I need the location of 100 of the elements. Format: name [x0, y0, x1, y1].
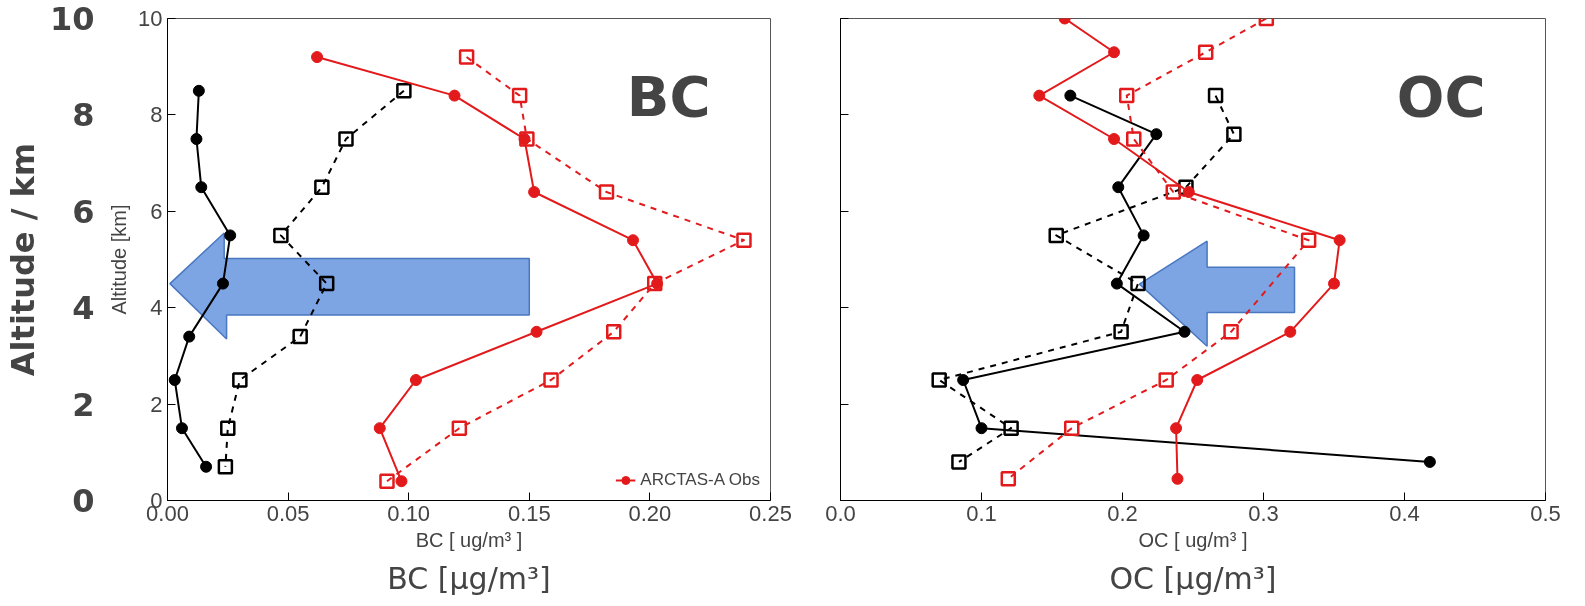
point	[1223, 324, 1239, 340]
x-tick-label: 0.4	[1389, 500, 1420, 526]
point	[200, 460, 213, 473]
point	[1000, 471, 1017, 487]
point	[1150, 128, 1163, 141]
point	[1423, 455, 1436, 468]
y2-axis-title: Altitude / km	[3, 142, 42, 377]
point	[448, 89, 461, 102]
point	[395, 475, 408, 488]
x-tick-label: 0.3	[1248, 500, 1279, 526]
point	[217, 459, 234, 475]
y-tick-label: 6	[150, 198, 163, 224]
legend-label: ARCTAS-A Obs	[640, 470, 760, 490]
point	[1063, 420, 1080, 436]
point	[190, 133, 203, 145]
point	[1178, 325, 1191, 338]
point	[975, 422, 988, 435]
point	[1191, 374, 1204, 386]
point	[311, 51, 324, 64]
point	[458, 49, 475, 65]
point	[1158, 372, 1174, 388]
point	[1130, 275, 1146, 292]
point	[1033, 89, 1046, 102]
point	[1048, 227, 1064, 244]
point	[168, 374, 181, 386]
y2-tick-label: 4	[72, 289, 95, 328]
point	[409, 374, 422, 386]
point	[1137, 229, 1150, 242]
point	[1182, 186, 1195, 199]
point	[451, 420, 468, 436]
point	[175, 422, 188, 435]
point	[216, 277, 229, 290]
point	[195, 181, 208, 194]
x-axis-title: OC [ ug/m³ ]	[1138, 528, 1248, 551]
point	[183, 330, 196, 343]
x-axis-title: BC [ ug/m³ ]	[415, 528, 523, 551]
y2-tick-label: 2	[72, 385, 95, 424]
point	[1284, 325, 1297, 338]
point	[1171, 472, 1184, 485]
point	[1126, 131, 1142, 147]
point	[1003, 420, 1019, 436]
point	[292, 328, 308, 345]
x-tick-label: 0.10	[387, 500, 431, 526]
point	[736, 232, 752, 248]
point	[1108, 133, 1121, 145]
point	[1300, 232, 1317, 248]
point	[1328, 277, 1340, 290]
point	[1333, 234, 1346, 247]
point	[627, 234, 640, 247]
x-tick-label: 0.05	[266, 500, 310, 526]
point	[314, 179, 330, 195]
point	[273, 227, 289, 244]
y2-tick-label: 8	[72, 96, 95, 135]
point	[192, 84, 205, 97]
y2-tick-label: 10	[49, 0, 95, 38]
point	[338, 131, 354, 147]
point	[373, 422, 386, 435]
point	[957, 374, 970, 386]
point	[1108, 46, 1121, 59]
x-tick-label: 0.15	[507, 500, 551, 526]
y-tick-label: 8	[150, 102, 163, 128]
x-tick-label: 0.2	[1107, 500, 1138, 526]
point	[1064, 89, 1077, 102]
point	[1170, 422, 1183, 435]
point	[1207, 87, 1224, 104]
point	[530, 325, 543, 338]
point	[379, 473, 395, 489]
point	[396, 83, 412, 99]
point	[224, 229, 237, 242]
x-tick-label: 0.5	[1530, 500, 1561, 526]
y-axis-title: Altitude [km]	[108, 204, 131, 315]
text: OC	[1396, 63, 1486, 129]
point	[220, 420, 236, 436]
y2-tick-label: 6	[72, 192, 95, 231]
point	[951, 454, 967, 470]
point	[1165, 184, 1182, 200]
point	[1197, 44, 1214, 60]
point	[598, 184, 615, 200]
point	[1112, 181, 1125, 194]
point	[931, 372, 947, 388]
point	[1110, 277, 1123, 290]
y2-tick-label: 0	[72, 482, 95, 520]
point	[1118, 87, 1135, 104]
point	[318, 275, 335, 292]
x-tick-label: 0.25	[749, 500, 792, 526]
point	[1113, 324, 1129, 340]
point	[232, 372, 248, 388]
point	[646, 275, 663, 292]
x-tick-label: 0.1	[966, 500, 997, 526]
point	[528, 186, 541, 199]
x-tick-label: 0.0	[825, 500, 856, 526]
y-tick-label: 4	[150, 295, 163, 321]
point	[605, 324, 622, 340]
text: BC	[626, 63, 711, 129]
text: OC [µg/m³]	[1109, 560, 1277, 596]
y-tick-label: 2	[150, 391, 163, 417]
point	[1226, 126, 1242, 142]
y-tick-label: 10	[138, 6, 163, 31]
text: BC [µg/m³]	[387, 560, 551, 596]
point	[519, 131, 535, 147]
